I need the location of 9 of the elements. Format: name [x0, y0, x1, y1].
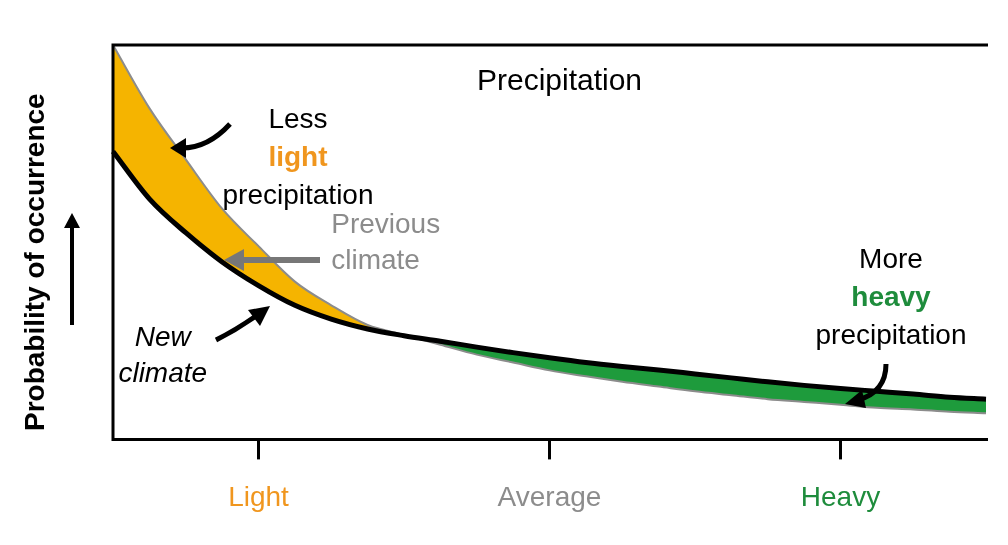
y-axis-title: Probability of occurrence — [18, 93, 50, 432]
series-label: Previous climate — [331, 208, 441, 276]
x-tick-label: Average — [497, 480, 602, 512]
text: Precipitation — [476, 63, 643, 97]
annotation: More heavy precipitation — [815, 242, 967, 350]
text: New climate — [118, 320, 208, 388]
x-tick-label: Heavy — [800, 480, 881, 512]
x-tick-label: Light — [228, 480, 290, 512]
annotation: Less light precipitation — [222, 102, 374, 210]
